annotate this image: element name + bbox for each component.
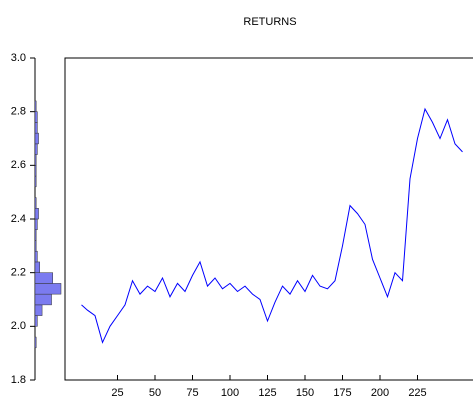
- histogram-bar: [34, 132, 39, 145]
- histogram-bar: [34, 175, 37, 188]
- histogram-bar: [34, 315, 38, 327]
- y-tick-label: 2.8: [11, 106, 26, 118]
- histogram-bar: [34, 165, 37, 177]
- plot-frame: [64, 57, 473, 381]
- x-tick-label: 50: [149, 387, 161, 399]
- y-tick-label: 2.4: [11, 213, 26, 225]
- histogram-bar: [34, 304, 43, 316]
- histogram-bar: [34, 197, 37, 209]
- histogram-bar: [34, 336, 37, 349]
- x-tick-label: 225: [408, 387, 426, 399]
- y-tick-label: 3.0: [11, 52, 26, 64]
- histogram-bar: [34, 272, 53, 284]
- histogram-bar: [34, 240, 37, 252]
- x-tick-label: 100: [221, 387, 239, 399]
- histogram-bar: [34, 250, 38, 263]
- histogram-bar: [34, 293, 52, 306]
- y-tick-label: 2.2: [11, 267, 26, 279]
- histogram-bar: [34, 143, 38, 155]
- histogram-bar: [34, 229, 37, 241]
- y-tick-label: 1.8: [11, 374, 26, 386]
- chart-title: RETURNS: [243, 16, 296, 28]
- x-tick-label: 200: [371, 387, 389, 399]
- x-tick-label: 25: [111, 387, 123, 399]
- histogram-bar: [34, 111, 38, 123]
- y-tick-label: 2.0: [11, 320, 26, 332]
- histogram-bar: [34, 154, 37, 166]
- histogram-bar: [34, 283, 62, 295]
- x-tick-label: 75: [186, 387, 198, 399]
- histogram-bar: [34, 218, 38, 230]
- x-tick-label: 175: [333, 387, 351, 399]
- data-line: [81, 107, 463, 344]
- x-tick-label: 125: [258, 387, 276, 399]
- x-tick-label: 150: [296, 387, 314, 399]
- histogram-bar: [34, 122, 38, 134]
- histogram-bar: [34, 261, 40, 273]
- histogram-bar: [34, 208, 39, 220]
- y-tick-label: 2.6: [11, 159, 26, 171]
- histogram-bar: [34, 100, 37, 112]
